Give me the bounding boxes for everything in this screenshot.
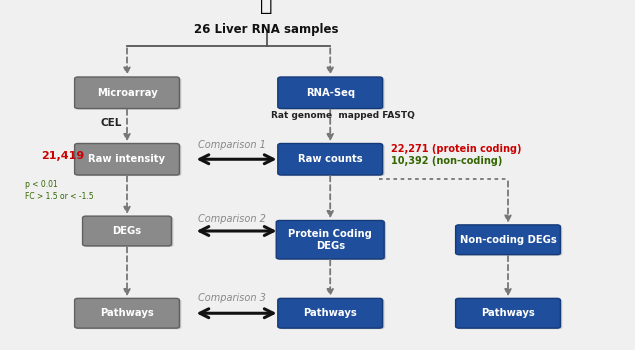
Text: 26 Liver RNA samples: 26 Liver RNA samples [194, 23, 339, 36]
Text: Raw counts: Raw counts [298, 154, 363, 164]
Text: Raw intensity: Raw intensity [88, 154, 166, 164]
Text: Microarray: Microarray [97, 88, 157, 98]
FancyBboxPatch shape [278, 77, 382, 108]
FancyBboxPatch shape [75, 77, 180, 108]
Text: 🐀: 🐀 [260, 0, 273, 14]
Text: Pathways: Pathways [481, 308, 535, 318]
FancyBboxPatch shape [457, 300, 563, 329]
FancyBboxPatch shape [76, 78, 182, 110]
FancyBboxPatch shape [75, 298, 180, 328]
Text: Protein Coding
DEGs: Protein Coding DEGs [288, 229, 372, 251]
Text: Pathways: Pathways [304, 308, 357, 318]
FancyBboxPatch shape [83, 216, 171, 246]
FancyBboxPatch shape [280, 300, 385, 329]
Text: RNA-Seq: RNA-Seq [305, 88, 355, 98]
FancyBboxPatch shape [457, 226, 563, 255]
FancyBboxPatch shape [276, 220, 384, 259]
FancyBboxPatch shape [456, 225, 561, 255]
FancyBboxPatch shape [280, 78, 385, 110]
Text: Non-coding DEGs: Non-coding DEGs [460, 235, 556, 245]
Text: Comparison 2: Comparison 2 [198, 214, 265, 224]
FancyBboxPatch shape [76, 145, 182, 176]
Text: Comparison 1: Comparison 1 [198, 140, 265, 150]
FancyBboxPatch shape [278, 144, 382, 175]
Text: 22,271 (protein coding): 22,271 (protein coding) [391, 144, 521, 154]
Text: Pathways: Pathways [100, 308, 154, 318]
FancyBboxPatch shape [456, 298, 561, 328]
Text: 21,419: 21,419 [41, 151, 84, 161]
Text: DEGs: DEGs [112, 226, 142, 236]
FancyBboxPatch shape [278, 298, 382, 328]
Text: CEL: CEL [100, 118, 122, 127]
Text: 10,392 (non-coding): 10,392 (non-coding) [391, 156, 502, 166]
Text: p < 0.01
FC > 1.5 or < -1.5: p < 0.01 FC > 1.5 or < -1.5 [25, 180, 94, 201]
FancyBboxPatch shape [76, 300, 182, 329]
FancyBboxPatch shape [278, 222, 386, 260]
Text: Rat genome  mapped FASTQ: Rat genome mapped FASTQ [271, 111, 415, 120]
Text: Comparison 3: Comparison 3 [198, 293, 265, 303]
FancyBboxPatch shape [75, 144, 180, 175]
FancyBboxPatch shape [280, 145, 385, 176]
FancyBboxPatch shape [84, 217, 173, 247]
